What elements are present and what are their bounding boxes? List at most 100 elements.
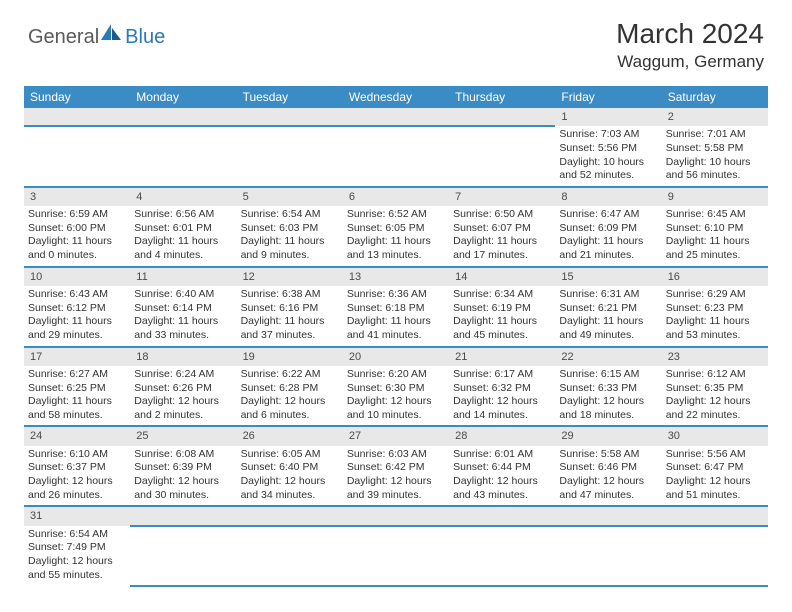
day-detail-cell: Sunrise: 6:45 AMSunset: 6:10 PMDaylight:… bbox=[662, 206, 768, 267]
day-number-cell: 21 bbox=[449, 347, 555, 366]
day-number-cell: 16 bbox=[662, 267, 768, 286]
daylight-text: Daylight: 12 hours and 30 minutes. bbox=[134, 475, 232, 502]
sunset-text: Sunset: 6:18 PM bbox=[347, 302, 445, 316]
day-number-cell bbox=[555, 506, 661, 525]
sunset-text: Sunset: 6:21 PM bbox=[559, 302, 657, 316]
sail-icon bbox=[101, 24, 121, 40]
sunset-text: Sunset: 6:05 PM bbox=[347, 222, 445, 236]
day-number-cell: 15 bbox=[555, 267, 661, 286]
daylight-text: Daylight: 12 hours and 2 minutes. bbox=[134, 395, 232, 422]
day-detail-cell: Sunrise: 5:58 AMSunset: 6:46 PMDaylight:… bbox=[555, 446, 661, 507]
day-number-cell: 14 bbox=[449, 267, 555, 286]
sunset-text: Sunset: 5:56 PM bbox=[559, 142, 657, 156]
sunset-text: Sunset: 6:00 PM bbox=[28, 222, 126, 236]
logo-text-blue: Blue bbox=[125, 26, 165, 49]
sunset-text: Sunset: 6:09 PM bbox=[559, 222, 657, 236]
day-detail-cell bbox=[449, 126, 555, 187]
daylight-text: Daylight: 12 hours and 55 minutes. bbox=[28, 555, 126, 582]
day-number-cell bbox=[343, 506, 449, 525]
day-number-cell: 9 bbox=[662, 187, 768, 206]
day-number-row: 3456789 bbox=[24, 187, 768, 206]
daylight-text: Daylight: 11 hours and 4 minutes. bbox=[134, 235, 232, 262]
day-number-cell: 7 bbox=[449, 187, 555, 206]
day-detail-cell: Sunrise: 6:24 AMSunset: 6:26 PMDaylight:… bbox=[130, 366, 236, 427]
sunrise-text: Sunrise: 6:05 AM bbox=[241, 448, 339, 462]
day-detail-cell: Sunrise: 6:43 AMSunset: 6:12 PMDaylight:… bbox=[24, 286, 130, 347]
sunset-text: Sunset: 6:28 PM bbox=[241, 382, 339, 396]
day-detail-cell: Sunrise: 7:01 AMSunset: 5:58 PMDaylight:… bbox=[662, 126, 768, 187]
sunrise-text: Sunrise: 6:12 AM bbox=[666, 368, 764, 382]
daylight-text: Daylight: 11 hours and 37 minutes. bbox=[241, 315, 339, 342]
day-detail-cell bbox=[343, 526, 449, 586]
daylight-text: Daylight: 12 hours and 51 minutes. bbox=[666, 475, 764, 502]
daylight-text: Daylight: 12 hours and 6 minutes. bbox=[241, 395, 339, 422]
day-detail-cell: Sunrise: 6:50 AMSunset: 6:07 PMDaylight:… bbox=[449, 206, 555, 267]
day-detail-cell: Sunrise: 6:12 AMSunset: 6:35 PMDaylight:… bbox=[662, 366, 768, 427]
daylight-text: Daylight: 11 hours and 49 minutes. bbox=[559, 315, 657, 342]
sunset-text: Sunset: 6:10 PM bbox=[666, 222, 764, 236]
day-detail-cell: Sunrise: 6:27 AMSunset: 6:25 PMDaylight:… bbox=[24, 366, 130, 427]
daylight-text: Daylight: 12 hours and 22 minutes. bbox=[666, 395, 764, 422]
daylight-text: Daylight: 12 hours and 18 minutes. bbox=[559, 395, 657, 422]
day-number-cell bbox=[130, 506, 236, 525]
day-detail-cell: Sunrise: 6:20 AMSunset: 6:30 PMDaylight:… bbox=[343, 366, 449, 427]
sunset-text: Sunset: 6:47 PM bbox=[666, 461, 764, 475]
day-number-cell bbox=[130, 108, 236, 126]
day-detail-cell bbox=[130, 126, 236, 187]
sunset-text: Sunset: 6:40 PM bbox=[241, 461, 339, 475]
sunrise-text: Sunrise: 6:10 AM bbox=[28, 448, 126, 462]
day-detail-cell: Sunrise: 6:03 AMSunset: 6:42 PMDaylight:… bbox=[343, 446, 449, 507]
daylight-text: Daylight: 11 hours and 45 minutes. bbox=[453, 315, 551, 342]
sunset-text: Sunset: 6:07 PM bbox=[453, 222, 551, 236]
daylight-text: Daylight: 11 hours and 33 minutes. bbox=[134, 315, 232, 342]
day-number-cell: 20 bbox=[343, 347, 449, 366]
sunset-text: Sunset: 6:26 PM bbox=[134, 382, 232, 396]
day-detail-row: Sunrise: 7:03 AMSunset: 5:56 PMDaylight:… bbox=[24, 126, 768, 187]
day-header: Friday bbox=[555, 86, 661, 108]
day-detail-cell: Sunrise: 6:36 AMSunset: 6:18 PMDaylight:… bbox=[343, 286, 449, 347]
day-number-row: 31 bbox=[24, 506, 768, 525]
day-number-cell: 6 bbox=[343, 187, 449, 206]
day-detail-cell: Sunrise: 6:54 AMSunset: 6:03 PMDaylight:… bbox=[237, 206, 343, 267]
sunset-text: Sunset: 6:30 PM bbox=[347, 382, 445, 396]
day-header: Monday bbox=[130, 86, 236, 108]
day-detail-cell bbox=[555, 526, 661, 586]
day-detail-cell bbox=[24, 126, 130, 187]
sunset-text: Sunset: 5:58 PM bbox=[666, 142, 764, 156]
daylight-text: Daylight: 12 hours and 47 minutes. bbox=[559, 475, 657, 502]
day-detail-cell: Sunrise: 5:56 AMSunset: 6:47 PMDaylight:… bbox=[662, 446, 768, 507]
daylight-text: Daylight: 11 hours and 13 minutes. bbox=[347, 235, 445, 262]
sunrise-text: Sunrise: 6:29 AM bbox=[666, 288, 764, 302]
daylight-text: Daylight: 11 hours and 53 minutes. bbox=[666, 315, 764, 342]
day-detail-cell bbox=[662, 526, 768, 586]
daylight-text: Daylight: 10 hours and 52 minutes. bbox=[559, 156, 657, 183]
sunrise-text: Sunrise: 6:01 AM bbox=[453, 448, 551, 462]
day-number-cell: 24 bbox=[24, 426, 130, 445]
day-detail-cell: Sunrise: 6:31 AMSunset: 6:21 PMDaylight:… bbox=[555, 286, 661, 347]
day-number-cell: 5 bbox=[237, 187, 343, 206]
daylight-text: Daylight: 11 hours and 17 minutes. bbox=[453, 235, 551, 262]
sunset-text: Sunset: 6:33 PM bbox=[559, 382, 657, 396]
logo-text-general: General bbox=[28, 26, 99, 49]
sunrise-text: Sunrise: 5:58 AM bbox=[559, 448, 657, 462]
day-detail-row: Sunrise: 6:43 AMSunset: 6:12 PMDaylight:… bbox=[24, 286, 768, 347]
sunrise-text: Sunrise: 6:15 AM bbox=[559, 368, 657, 382]
sunrise-text: Sunrise: 6:45 AM bbox=[666, 208, 764, 222]
day-header: Sunday bbox=[24, 86, 130, 108]
day-header: Thursday bbox=[449, 86, 555, 108]
day-detail-cell: Sunrise: 6:01 AMSunset: 6:44 PMDaylight:… bbox=[449, 446, 555, 507]
calendar-table: SundayMondayTuesdayWednesdayThursdayFrid… bbox=[24, 86, 768, 587]
day-detail-cell: Sunrise: 6:56 AMSunset: 6:01 PMDaylight:… bbox=[130, 206, 236, 267]
day-number-cell: 2 bbox=[662, 108, 768, 126]
sunrise-text: Sunrise: 6:56 AM bbox=[134, 208, 232, 222]
sunset-text: Sunset: 6:39 PM bbox=[134, 461, 232, 475]
sunset-text: Sunset: 6:37 PM bbox=[28, 461, 126, 475]
daylight-text: Daylight: 12 hours and 34 minutes. bbox=[241, 475, 339, 502]
sunrise-text: Sunrise: 6:38 AM bbox=[241, 288, 339, 302]
day-detail-cell: Sunrise: 6:38 AMSunset: 6:16 PMDaylight:… bbox=[237, 286, 343, 347]
sunset-text: Sunset: 6:23 PM bbox=[666, 302, 764, 316]
day-detail-row: Sunrise: 6:54 AMSunset: 7:49 PMDaylight:… bbox=[24, 526, 768, 586]
sunset-text: Sunset: 6:44 PM bbox=[453, 461, 551, 475]
day-number-row: 10111213141516 bbox=[24, 267, 768, 286]
sunset-text: Sunset: 6:46 PM bbox=[559, 461, 657, 475]
